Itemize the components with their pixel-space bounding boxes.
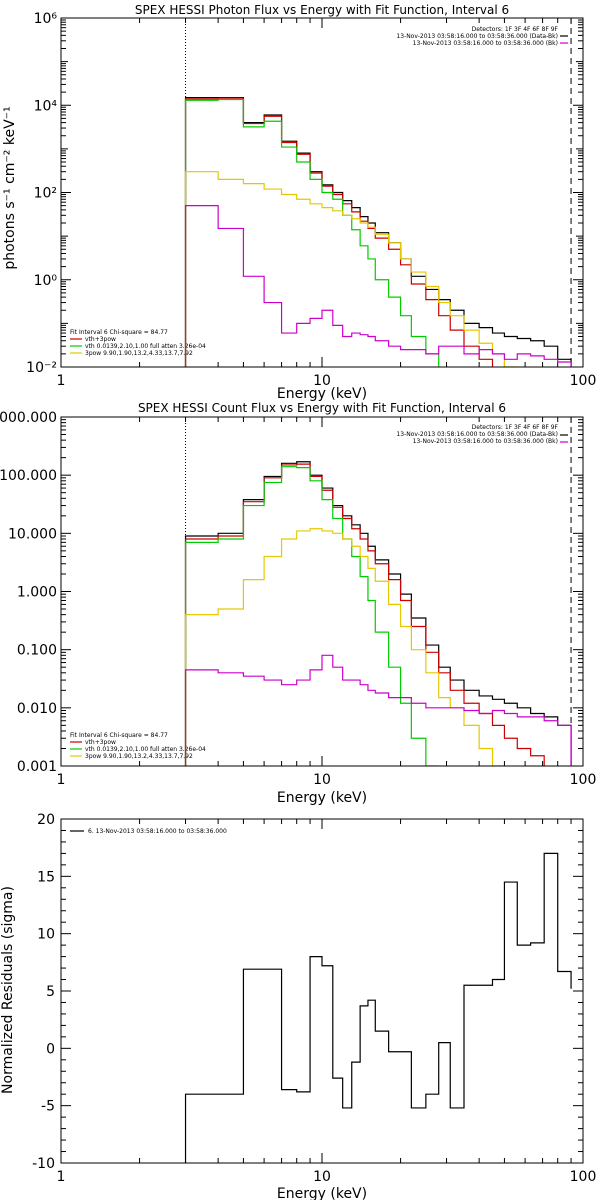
photon-y-tick-label: 10⁻² — [26, 360, 57, 376]
count-y-tick-label: 1.000 — [17, 585, 57, 601]
count-fit-vth: vth 0.0139,2.10,1.00 full atten 3.26e-04 — [85, 746, 206, 753]
count-fit-total: vth+3pow — [85, 739, 116, 746]
photon-fit-legend: Fit Interval 6 Chi-square = 84.77 vth+3p… — [70, 329, 206, 357]
residuals-x-tick-label: 10 — [313, 1169, 331, 1185]
residuals-y-tick-label: 20 — [37, 812, 55, 828]
photon-flux-panel: SPEX HESSI Photon Flux vs Energy with Fi… — [2, 3, 596, 402]
photon-data-interval-label: 13-Nov-2013 03:58:16.000 to 03:58:36.000… — [396, 33, 558, 40]
photon-header-text: Detectors: 1F 3F 4F 6F 8F 9F 13-Nov-2013… — [396, 26, 558, 47]
count-y-tick-label: 0.001 — [17, 759, 57, 775]
count-x-tick-label: 100 — [570, 772, 597, 788]
photon-x-tick-label: 100 — [570, 373, 597, 389]
residuals-legend-label: 6. 13-Nov-2013 03:58:16.000 to 03:58:36.… — [88, 828, 227, 835]
residuals-y-tick-label: 5 — [46, 984, 55, 1000]
residuals-plot-frame — [60, 818, 584, 1164]
residuals-y-tick-label: -10 — [32, 1156, 55, 1172]
photon-y-axis-label: photons s⁻¹ cm⁻² keV⁻¹ — [2, 106, 18, 269]
residuals-y-tick-label: 10 — [37, 927, 55, 943]
photon-detectors-label: Detectors: 1F 3F 4F 6F 8F 9F — [472, 26, 559, 33]
residuals-x-tick-label: 1 — [57, 1169, 66, 1185]
photon-y-tick-label: 10⁴ — [34, 98, 58, 114]
count-header-text: Detectors: 1F 3F 4F 6F 8F 9F 13-Nov-2013… — [396, 424, 558, 445]
residuals-panel: Energy (keV) Normalized Residuals (sigma… — [0, 812, 597, 1202]
count-series-3pow — [184, 528, 505, 766]
count-data-interval-label: 13-Nov-2013 03:58:16.000 to 03:58:36.000… — [396, 431, 558, 438]
count-fit-legend: Fit Interval 6 Chi-square = 84.77 vth+3p… — [70, 732, 206, 760]
count-series-bk — [184, 654, 572, 766]
count-y-tick-label: 10.000 — [8, 526, 57, 542]
photon-x-tick-label: 1 — [57, 373, 66, 389]
photon-fit-chisq: Fit Interval 6 Chi-square = 84.77 — [70, 329, 168, 336]
count-fit-chisq: Fit Interval 6 Chi-square = 84.77 — [70, 732, 168, 739]
count-series-vth — [184, 466, 439, 766]
residuals-y-tick-label: 15 — [37, 869, 55, 885]
count-flux-panel: SPEX HESSI Count Flux vs Energy with Fit… — [0, 401, 596, 806]
count-detectors-label: Detectors: 1F 3F 4F 6F 8F 9F — [472, 424, 559, 431]
photon-chart-title: SPEX HESSI Photon Flux vs Energy with Fi… — [135, 3, 509, 17]
count-x-tick-label: 1 — [57, 772, 66, 788]
count-y-tick-label: 0.100 — [17, 643, 57, 659]
photon-series-group — [184, 96, 572, 367]
residuals-x-tick-label: 100 — [570, 1169, 597, 1185]
count-y-tick-label: 100.000 — [0, 468, 57, 484]
count-chart-title: SPEX HESSI Count Flux vs Energy with Fit… — [138, 401, 506, 415]
photon-series-3pow — [184, 171, 518, 367]
photon-x-tick-label: 10 — [313, 373, 331, 389]
residuals-x-axis-label: Energy (keV) — [277, 1186, 367, 1200]
residuals-y-axis-label: Normalized Residuals (sigma) — [0, 886, 16, 1094]
photon-series-vth_3pow — [184, 97, 494, 367]
photon-fit-total: vth+3pow — [85, 336, 116, 343]
residuals-series-residuals — [184, 852, 572, 1163]
photon-bk-interval-label: 13-Nov-2013 03:58:16.000 to 03:58:36.000… — [413, 40, 558, 47]
photon-plot-frame — [60, 17, 584, 368]
photon-fit-3pow: 3pow 9.90,1.90,13.2,4.33,13.7,7.92 — [85, 350, 193, 357]
residuals-y-tick-label: -5 — [41, 1099, 55, 1115]
count-series-group — [184, 461, 572, 766]
count-plot-frame — [60, 416, 584, 767]
residuals-y-tick-label: 0 — [46, 1041, 55, 1057]
count-x-axis-label: Energy (keV) — [277, 790, 367, 806]
photon-fit-vth: vth 0.0139,2.10,1.00 full atten 3.26e-04 — [85, 343, 206, 350]
photon-y-tick-label: 10⁰ — [34, 273, 58, 289]
photon-x-axis-label: Energy (keV) — [277, 386, 367, 402]
residuals-series-group — [184, 852, 572, 1163]
count-x-tick-label: 10 — [313, 772, 331, 788]
photon-series-bk — [184, 205, 572, 367]
photon-series-vth — [184, 98, 440, 367]
count-y-tick-label: 0.010 — [17, 701, 57, 717]
photon-y-tick-label: 10² — [34, 186, 57, 202]
count-bk-interval-label: 13-Nov-2013 03:58:16.000 to 03:58:36.000… — [413, 438, 558, 445]
photon-y-tick-label: 10⁶ — [34, 11, 58, 27]
count-fit-3pow: 3pow 9.90,1.90,13.2,4.33,13.7,7.92 — [85, 753, 193, 760]
